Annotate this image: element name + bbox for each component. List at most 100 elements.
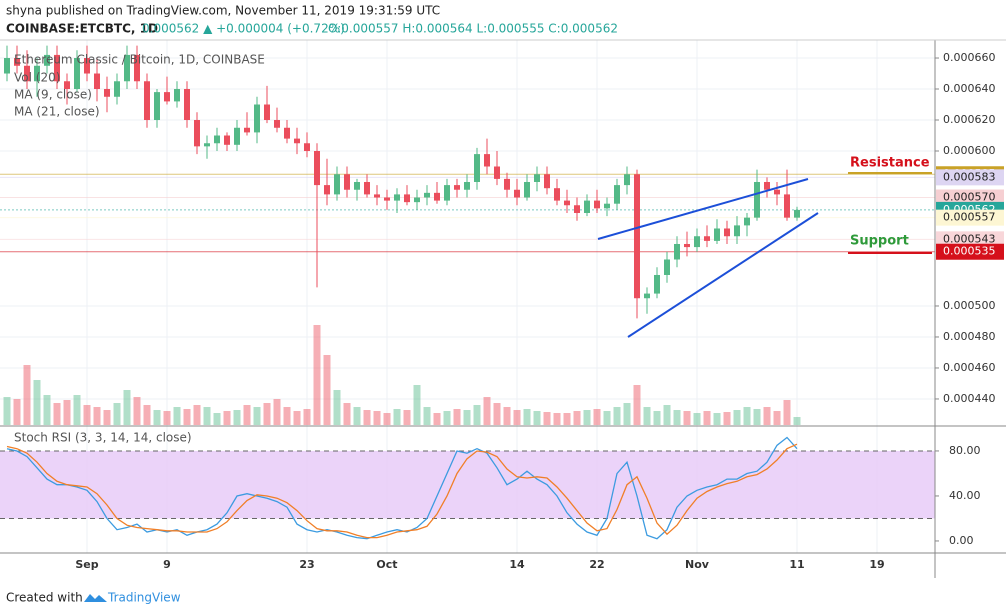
y-tick-label: 40.00 (949, 489, 981, 502)
volume-bar (383, 413, 391, 425)
y-tick-label: 0.000460 (943, 361, 996, 374)
candle-body (734, 225, 740, 237)
volume-bar (733, 410, 741, 425)
candle-body (534, 174, 540, 182)
candle-body (474, 154, 480, 182)
candle-body (624, 174, 630, 186)
indicator-label: MA (21, close) (14, 105, 100, 119)
volume-bar (523, 409, 531, 425)
volume-bar (753, 409, 761, 425)
volume-bar (313, 325, 321, 425)
candle-body (4, 58, 10, 74)
x-tick-label: Nov (685, 558, 710, 571)
volume-bar (43, 395, 51, 425)
candle-body (724, 228, 730, 237)
volume-bar (693, 413, 701, 425)
candle-body (284, 127, 290, 139)
trend-line (597, 178, 809, 240)
resistance-label: Resistance (850, 156, 930, 171)
price-label-box (936, 231, 1004, 248)
y-tick-label: 80.00 (949, 444, 981, 457)
candle-body (374, 194, 380, 198)
candle-body (494, 166, 500, 179)
volume-bar (443, 411, 451, 425)
volume-bar (473, 405, 481, 425)
volume-bar (333, 390, 341, 425)
price-label-box (936, 243, 1004, 260)
price-label-box (936, 209, 1004, 226)
x-tick-label: Sep (75, 558, 98, 571)
volume-bar (53, 403, 61, 425)
x-tick-label: 9 (163, 558, 171, 571)
candle-body (394, 194, 400, 201)
indicator-label: MA (9, close) (14, 88, 92, 102)
price-label: 0.000557 (943, 211, 996, 224)
candle-body (784, 194, 790, 218)
y-tick-label: 0.000500 (943, 299, 996, 312)
candle-body (714, 228, 720, 241)
volume-bar (403, 410, 411, 425)
candle-body (314, 151, 320, 186)
candle-body (794, 209, 800, 218)
candle-body (484, 154, 490, 167)
volume-bar (743, 407, 751, 425)
candle-body (244, 127, 250, 133)
y-tick-label: 0.000620 (943, 113, 996, 126)
change: 0.000562 ▲ +0.000004 (+0.72%) (142, 22, 345, 36)
candle-body (464, 181, 470, 190)
candle-body (264, 104, 270, 121)
candle-body (184, 89, 190, 121)
candle-body (204, 143, 210, 147)
ohlc: O:0.000557 H:0.000564 L:0.000555 C:0.000… (328, 22, 618, 36)
candle-body (454, 185, 460, 190)
candle-body (134, 54, 140, 82)
footer-brand: TradingView (107, 591, 181, 605)
volume-bar (563, 413, 571, 425)
volume-bar (113, 403, 121, 425)
candle-body (154, 92, 160, 121)
candle-body (564, 200, 570, 206)
logo (84, 594, 107, 602)
volume-bar (263, 403, 271, 425)
candle-body (114, 81, 120, 97)
volume-bar (643, 407, 651, 425)
price-label: 0.000570 (943, 190, 996, 203)
candle-body (404, 194, 410, 203)
y-tick-label: 0.000660 (943, 51, 996, 64)
volume-bar (103, 410, 111, 425)
volume-bar (783, 400, 791, 425)
indicator-label: Vol (20) (14, 71, 60, 85)
volume-bar (63, 400, 71, 425)
candle-body (144, 81, 150, 121)
candle-body (544, 174, 550, 189)
candle-body (34, 65, 40, 82)
volume-bar (393, 409, 401, 425)
candle-body (414, 197, 420, 203)
y-tick-label: 0.000640 (943, 82, 996, 95)
candle-body (174, 89, 180, 102)
trend-line (627, 212, 819, 338)
volume-bar (33, 380, 41, 425)
volume-bar (543, 412, 551, 425)
y-tick-label: 0.00 (949, 534, 974, 547)
volume-bar (83, 405, 91, 425)
candle-body (24, 65, 30, 82)
volume-bar (673, 410, 681, 425)
candle-body (364, 181, 370, 195)
volume-bar (193, 405, 201, 425)
volume-bar (593, 409, 601, 425)
x-tick-label: 11 (789, 558, 804, 571)
volume-bar (203, 407, 211, 425)
candle-body (94, 73, 100, 90)
volume-bar (183, 409, 191, 425)
support-label: Support (850, 234, 909, 249)
candle-body (754, 181, 760, 218)
x-tick-label: Oct (376, 558, 397, 571)
price-label: 0.000543 (943, 232, 996, 245)
candle-body (674, 243, 680, 260)
volume-bar (123, 390, 131, 425)
volume-bar (503, 407, 511, 425)
candle-body (634, 174, 640, 299)
